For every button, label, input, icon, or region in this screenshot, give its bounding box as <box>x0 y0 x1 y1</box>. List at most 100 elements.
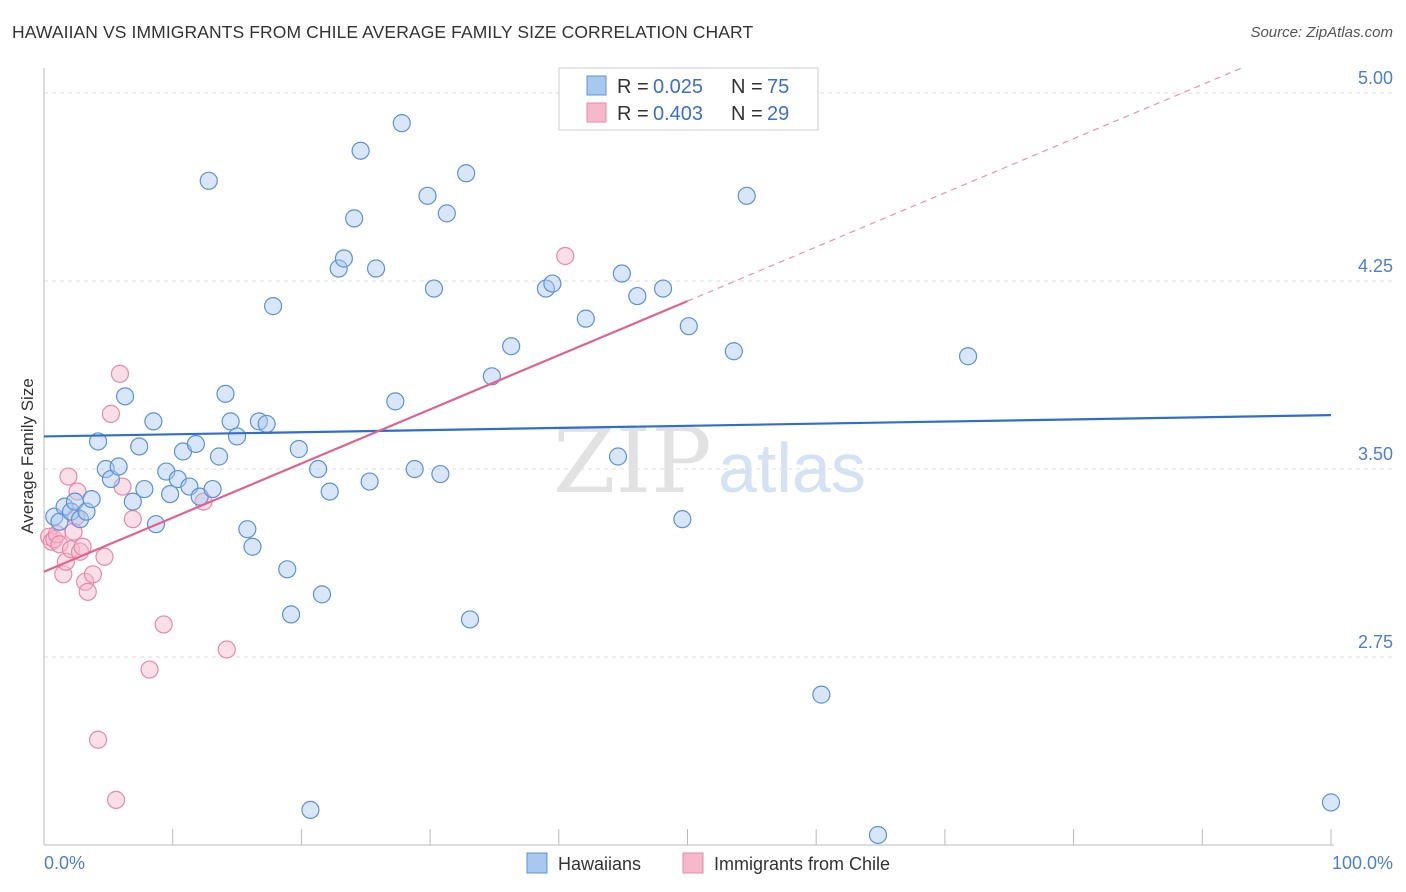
y-tick-label-2: 4.25 <box>1358 256 1393 276</box>
bottom-legend-label-chile: Immigrants from Chile <box>714 854 890 874</box>
hawaiian-point-48 <box>366 259 386 278</box>
hawaiian-point-59 <box>502 337 521 356</box>
hawaiian-point-52 <box>418 186 437 205</box>
hawaiian-point-12 <box>115 387 135 406</box>
hawaiian-point-50 <box>392 114 411 133</box>
hawaiian-point-13 <box>123 492 142 511</box>
legend-r-label-2: R = <box>617 103 649 125</box>
hawaiian-point-46 <box>351 141 370 160</box>
hawaiian-point-56 <box>457 164 476 183</box>
chile-point-16 <box>83 565 103 584</box>
hawaiian-point-19 <box>161 484 180 504</box>
hawaiian-point-54 <box>431 464 450 484</box>
hawaiian-point-45 <box>345 209 364 228</box>
y-tick-label-0: 2.75 <box>1358 632 1393 652</box>
hawaiian-point-71 <box>812 685 831 704</box>
hawaiian-point-40 <box>309 459 328 479</box>
chart-title: HAWAIIAN VS IMMIGRANTS FROM CHILE AVERAG… <box>12 22 754 42</box>
chile-point-15 <box>78 582 97 601</box>
chile-point-25 <box>154 615 173 634</box>
legend-swatch-chile <box>586 102 607 123</box>
hawaiian-point-74 <box>1321 793 1341 812</box>
hawaiian-point-44 <box>334 249 353 268</box>
legend-n-label-2: N = <box>731 103 763 125</box>
hawaiian-point-27 <box>209 447 229 466</box>
hawaiian-point-34 <box>257 414 276 434</box>
legend-swatch-hawaiians <box>586 75 607 96</box>
hawaiian-point-25 <box>199 171 218 190</box>
chile-trend-line <box>43 300 688 573</box>
hawaiian-point-38 <box>289 439 308 459</box>
hawaiian-point-49 <box>386 392 405 411</box>
hawaiian-point-65 <box>628 286 647 306</box>
hawaiian-point-66 <box>653 279 673 298</box>
hawaiian-point-14 <box>130 437 149 456</box>
legend: R = 0.025 N = 75 R = 0.403 N = 29 <box>558 67 819 131</box>
hawaiian-point-28 <box>216 384 235 403</box>
source-label: Source: ZipAtlas.com <box>1250 24 1393 41</box>
hawaiian-point-16 <box>144 412 163 431</box>
hawaiian-point-5 <box>70 510 90 529</box>
immigrants-from-chile-points <box>40 246 575 809</box>
hawaiian-point-31 <box>238 520 257 539</box>
legend-r-label-1: R = <box>617 76 649 98</box>
y-tick-label-1: 3.50 <box>1358 444 1393 464</box>
bottom-legend-label-hawaiians: Hawaiians <box>558 854 641 874</box>
hawaiian-point-67 <box>673 510 692 529</box>
hawaiian-point-29 <box>221 412 240 431</box>
chile-point-18 <box>95 547 114 566</box>
hawaiian-point-51 <box>405 459 424 479</box>
chile-point-19 <box>101 404 121 423</box>
hawaiian-point-37 <box>282 605 301 624</box>
chile-point-27 <box>217 640 236 659</box>
legend-r-value-2: 0.403 <box>653 103 703 125</box>
hawaiian-point-42 <box>320 482 339 501</box>
bottom-legend: Hawaiians Immigrants from Chile <box>526 852 890 874</box>
bottom-legend-swatch-chile <box>682 852 704 874</box>
hawaiian-point-61 <box>543 274 562 293</box>
chile-point-21 <box>110 364 130 383</box>
y-tick-label-3: 5.00 <box>1358 68 1393 88</box>
y-axis-tick-labels: 2.75 3.50 4.25 5.00 <box>1358 68 1393 652</box>
hawaiian-point-57 <box>460 610 480 629</box>
gridlines <box>44 92 1393 658</box>
chile-point-2 <box>45 530 64 549</box>
chile-point-24 <box>140 660 159 679</box>
hawaiian-point-55 <box>437 204 456 223</box>
chile-point-4 <box>50 535 69 554</box>
chile-trend-extension <box>687 67 1242 302</box>
hawaiian-point-43 <box>329 259 348 278</box>
legend-r-value-1: 0.025 <box>653 76 703 98</box>
chile-point-28 <box>556 246 575 266</box>
hawaiian-point-26 <box>203 479 222 499</box>
bottom-legend-swatch-hawaiians <box>526 852 548 874</box>
legend-n-value-2: 29 <box>767 103 789 125</box>
hawaiian-point-47 <box>360 472 379 491</box>
chile-point-23 <box>123 510 142 529</box>
hawaiian-point-32 <box>243 537 262 556</box>
hawaiian-point-69 <box>724 342 743 361</box>
trend-lines <box>43 67 1332 573</box>
hawaiian-point-8 <box>88 432 108 451</box>
hawaiian-point-62 <box>576 309 595 328</box>
legend-n-label-1: N = <box>731 76 763 98</box>
y-axis-label: Average Family Size <box>18 378 37 534</box>
hawaiian-point-68 <box>679 317 698 336</box>
hawaiian-point-23 <box>186 434 205 454</box>
chile-point-20 <box>106 790 126 809</box>
hawaiian-point-36 <box>278 560 297 579</box>
hawaiian-point-70 <box>737 186 756 205</box>
hawaiian-point-7 <box>82 490 101 509</box>
hawaiian-point-15 <box>135 479 154 499</box>
legend-n-value-1: 75 <box>767 76 789 98</box>
x-tick-label-0: 0.0% <box>44 853 85 873</box>
hawaiian-point-35 <box>263 297 283 316</box>
hawaiian-point-30 <box>227 427 247 446</box>
hawaiian-point-11 <box>109 457 128 476</box>
hawaiian-point-63 <box>608 447 628 466</box>
hawaiians-trend-line <box>43 414 1332 438</box>
x-tick-label-100: 100.0% <box>1332 853 1393 873</box>
x-axis-ticks <box>43 829 1332 845</box>
chile-point-7 <box>59 467 78 486</box>
hawaiian-point-64 <box>612 264 631 283</box>
